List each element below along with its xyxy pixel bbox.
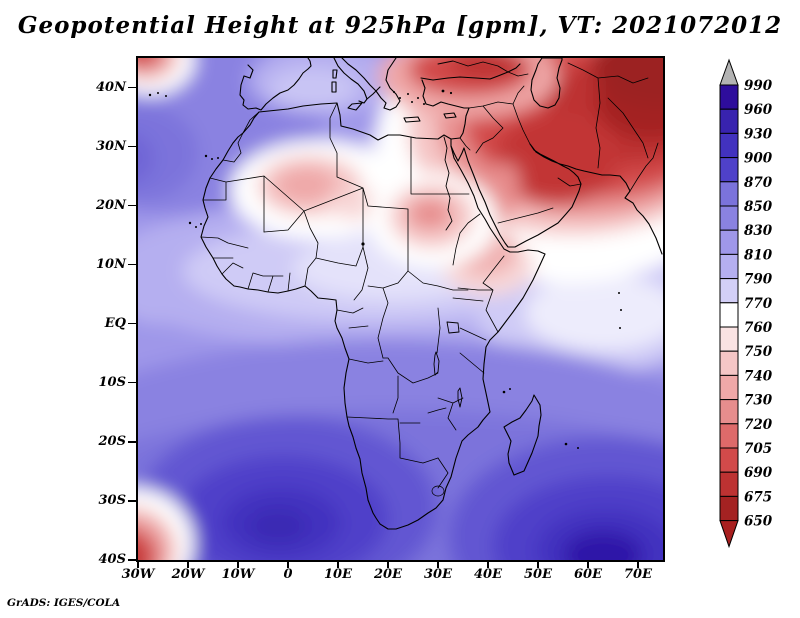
y-tick-mark: [128, 146, 136, 148]
x-tick-label: 30W: [121, 567, 155, 582]
map-field-svg: [138, 58, 663, 560]
y-tick-mark: [128, 500, 136, 502]
colorbar-label: 870: [744, 175, 773, 191]
colorbar-under-arrow: [719, 520, 739, 549]
colorbar-label: 810: [744, 247, 773, 263]
y-tick-mark: [128, 559, 136, 561]
colorbar-segment: [719, 447, 739, 473]
colorbar-over-arrow: [719, 58, 739, 86]
island-dots: [148, 89, 622, 449]
map-frame: [136, 56, 665, 562]
colorbar-segment: [719, 108, 739, 134]
y-tick-label: 30S: [98, 492, 126, 508]
colorbar-label: 705: [744, 441, 772, 457]
x-tick-mark: [287, 560, 289, 568]
x-tick-mark: [637, 560, 639, 568]
x-tick-label: 20E: [374, 567, 402, 582]
colorbar-label: 960: [744, 102, 773, 118]
y-tick-mark: [128, 382, 136, 384]
plot-title: Geopotential Height at 925hPa [gpm], VT:…: [17, 12, 783, 39]
colorbar-segment: [719, 157, 739, 183]
y-tick-label: 10S: [98, 374, 126, 390]
colorbar-segment: [719, 495, 739, 522]
x-tick-label: 10E: [324, 567, 352, 582]
x-tick-mark: [387, 560, 389, 568]
x-tick-mark: [487, 560, 489, 568]
colorbar-label: 690: [744, 465, 773, 481]
colorbar-segment: [719, 84, 739, 110]
x-tick-mark: [587, 560, 589, 568]
country-borders: [200, 62, 659, 497]
x-tick-mark: [337, 560, 339, 568]
y-tick-label: 30N: [96, 138, 126, 154]
y-tick-mark: [128, 441, 136, 443]
y-tick-label: 40N: [96, 79, 126, 95]
colorbar-segment: [719, 278, 739, 304]
colorbar-label: 750: [744, 344, 773, 360]
field-shading: [138, 58, 663, 560]
coastlines: [200, 58, 663, 530]
colorbar-label: 650: [744, 514, 773, 530]
colorbar-segment: [719, 326, 739, 352]
colorbar-segment: [719, 399, 739, 425]
colorbar-label: 740: [744, 368, 773, 384]
x-tick-label: 40E: [474, 567, 502, 582]
x-tick-mark: [237, 560, 239, 568]
colorbar-label: 990: [744, 78, 773, 94]
x-tick-mark: [537, 560, 539, 568]
attribution-text: GrADS: IGES/COLA: [7, 597, 121, 609]
x-tick-label: 30E: [424, 567, 452, 582]
y-tick-label: 10N: [96, 256, 126, 272]
x-tick-mark: [137, 560, 139, 568]
y-tick-label: 20N: [96, 197, 126, 213]
colorbar-segment: [719, 229, 739, 255]
y-tick-mark: [128, 323, 136, 325]
colorbar-label: 760: [744, 320, 773, 336]
x-tick-label: 20W: [171, 567, 205, 582]
y-tick-mark: [128, 87, 136, 89]
y-tick-mark: [128, 264, 136, 266]
colorbar-segment: [719, 423, 739, 449]
colorbar-segment: [719, 350, 739, 376]
colorbar-segment: [719, 181, 739, 207]
colorbar-segment: [719, 205, 739, 231]
colorbar-label: 720: [744, 417, 773, 433]
colorbar-label: 770: [744, 296, 773, 312]
colorbar-label: 830: [744, 223, 773, 239]
x-tick-label: 50E: [524, 567, 552, 582]
colorbar-segment: [719, 471, 739, 497]
y-tick-label: 40S: [98, 551, 126, 567]
x-tick-label: 70E: [624, 567, 652, 582]
x-tick-label: 0: [283, 567, 293, 582]
colorbar-segment: [719, 132, 739, 159]
colorbar-segment: [719, 374, 739, 401]
x-tick-mark: [187, 560, 189, 568]
colorbar-label: 675: [744, 489, 772, 505]
colorbar-label: 900: [744, 151, 773, 167]
colorbar: 990 960 930 900 870 850 830 810 790 770 760 750 740 7…: [719, 58, 773, 549]
y-tick-mark: [128, 205, 136, 207]
x-tick-label: 60E: [574, 567, 602, 582]
colorbar-label: 790: [744, 272, 773, 288]
y-tick-label: 20S: [98, 433, 126, 449]
y-tick-label: EQ: [104, 315, 126, 331]
colorbar-label: 930: [744, 126, 773, 142]
colorbar-label: 850: [744, 199, 773, 215]
colorbar-label: 730: [744, 393, 773, 409]
x-tick-label: 10W: [221, 567, 255, 582]
colorbar-segment: [719, 253, 739, 280]
colorbar-segment: [719, 302, 739, 328]
x-tick-mark: [437, 560, 439, 568]
